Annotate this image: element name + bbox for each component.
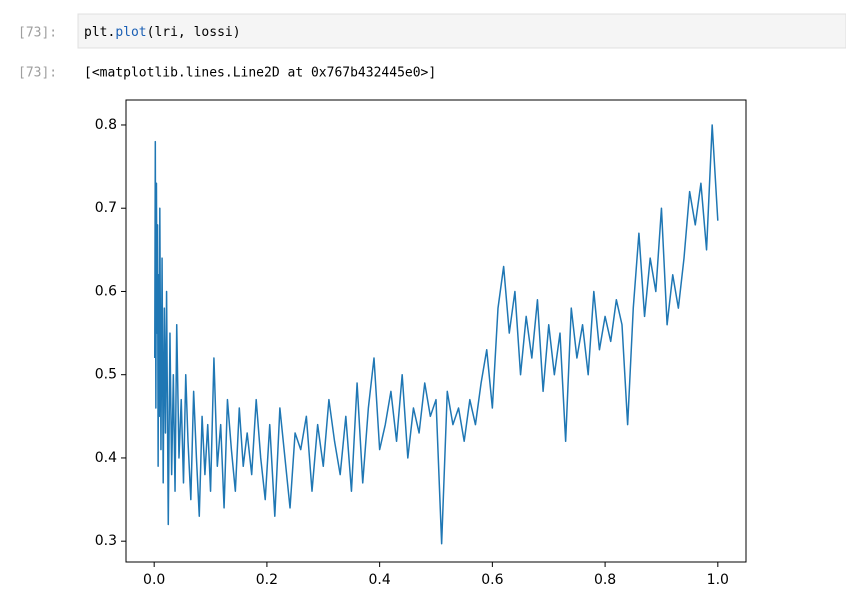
code-token: plot (115, 25, 146, 40)
x-tick-label: 0.8 (594, 572, 616, 588)
y-tick-label: 0.5 (95, 367, 117, 383)
code-cell[interactable] (77, 13, 846, 49)
x-tick-label: 1.0 (707, 572, 729, 588)
data-line (154, 124, 719, 545)
x-tick-label: 0.2 (256, 572, 278, 588)
x-tick-label: 0.6 (481, 572, 503, 588)
plot: 0.0 0.2 0.4 0.6 0.8 1.0 0.3 0.4 0.5 0.6 0.7 0.8 (95, 99, 747, 588)
axes-frame (125, 99, 747, 563)
output-prompt: [73]: (18, 66, 57, 81)
code-token: plt. (84, 25, 115, 40)
output-text: [<matplotlib.lines.Line2D at 0x767b43244… (84, 66, 436, 81)
y-tick-label: 0.3 (95, 533, 117, 549)
code-token: (lri, lossi) (147, 25, 241, 40)
y-tick-label: 0.6 (95, 283, 117, 299)
x-tick-label: 0.0 (143, 572, 165, 588)
y-tick-label: 0.7 (95, 200, 117, 216)
code: plt.plot(lri, lossi) (84, 25, 241, 40)
x-tick-label: 0.4 (369, 572, 391, 588)
input-prompt: [73]: (18, 26, 57, 41)
y-tick-label: 0.8 (95, 117, 117, 133)
y-tick-label: 0.4 (95, 450, 117, 466)
